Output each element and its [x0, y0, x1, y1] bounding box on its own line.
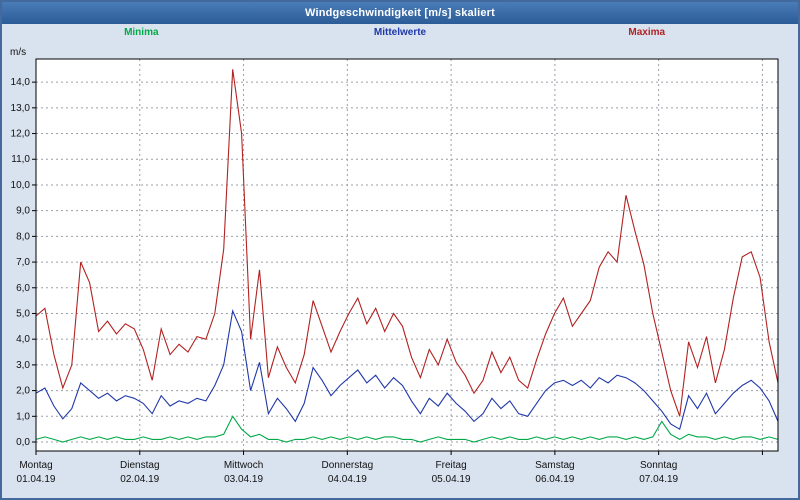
svg-text:9,0: 9,0: [16, 206, 30, 217]
svg-text:13,0: 13,0: [11, 103, 31, 114]
svg-text:Freitag: Freitag: [436, 460, 467, 471]
svg-text:6,0: 6,0: [16, 283, 30, 294]
chart-area: 0,0 1,0 2,0 3,0 4,0 5,0 6,0 7,0 8,0 9,0 10,0 11,0 12…: [2, 43, 798, 495]
svg-text:1,0: 1,0: [16, 411, 30, 422]
legend-mittelwerte: Mittelwerte: [373, 27, 427, 38]
wind-speed-chart: 0,0 1,0 2,0 3,0 4,0 5,0 6,0 7,0 8,0 9,0 10,0 11,0 12…: [10, 47, 779, 485]
svg-text:m/s: m/s: [10, 47, 26, 58]
legend-minima: Minima: [124, 27, 159, 38]
legend-maxima: Maxima: [628, 27, 666, 38]
svg-text:14,0: 14,0: [11, 77, 31, 88]
svg-text:04.04.19: 04.04.19: [328, 474, 367, 485]
svg-text:Dienstag: Dienstag: [120, 460, 159, 471]
svg-text:07.04.19: 07.04.19: [639, 474, 678, 485]
svg-text:05.04.19: 05.04.19: [432, 474, 471, 485]
window-title: Windgeschwindigkeit [m/s] skaliert: [304, 7, 496, 19]
chart-legend: Minima Mittelwerte Maxima: [2, 27, 798, 43]
svg-text:7,0: 7,0: [16, 257, 30, 268]
svg-text:06.04.19: 06.04.19: [535, 474, 574, 485]
svg-text:03.04.19: 03.04.19: [224, 474, 263, 485]
svg-text:Mittwoch: Mittwoch: [224, 460, 263, 471]
svg-text:0,0: 0,0: [16, 437, 30, 448]
svg-text:02.04.19: 02.04.19: [120, 474, 159, 485]
svg-text:12,0: 12,0: [11, 129, 31, 140]
svg-text:8,0: 8,0: [16, 231, 30, 242]
svg-text:3,0: 3,0: [16, 360, 30, 371]
svg-text:10,0: 10,0: [11, 180, 31, 191]
svg-text:5,0: 5,0: [16, 308, 30, 319]
svg-text:Sonntag: Sonntag: [640, 460, 677, 471]
window-titlebar: Windgeschwindigkeit [m/s] skaliert: [2, 2, 798, 24]
svg-text:01.04.19: 01.04.19: [17, 474, 56, 485]
svg-text:Donnerstag: Donnerstag: [321, 460, 373, 471]
svg-text:2,0: 2,0: [16, 386, 30, 397]
svg-text:Samstag: Samstag: [535, 460, 574, 471]
svg-text:4,0: 4,0: [16, 334, 30, 345]
svg-text:11,0: 11,0: [11, 154, 30, 165]
svg-text:Montag: Montag: [19, 460, 52, 471]
